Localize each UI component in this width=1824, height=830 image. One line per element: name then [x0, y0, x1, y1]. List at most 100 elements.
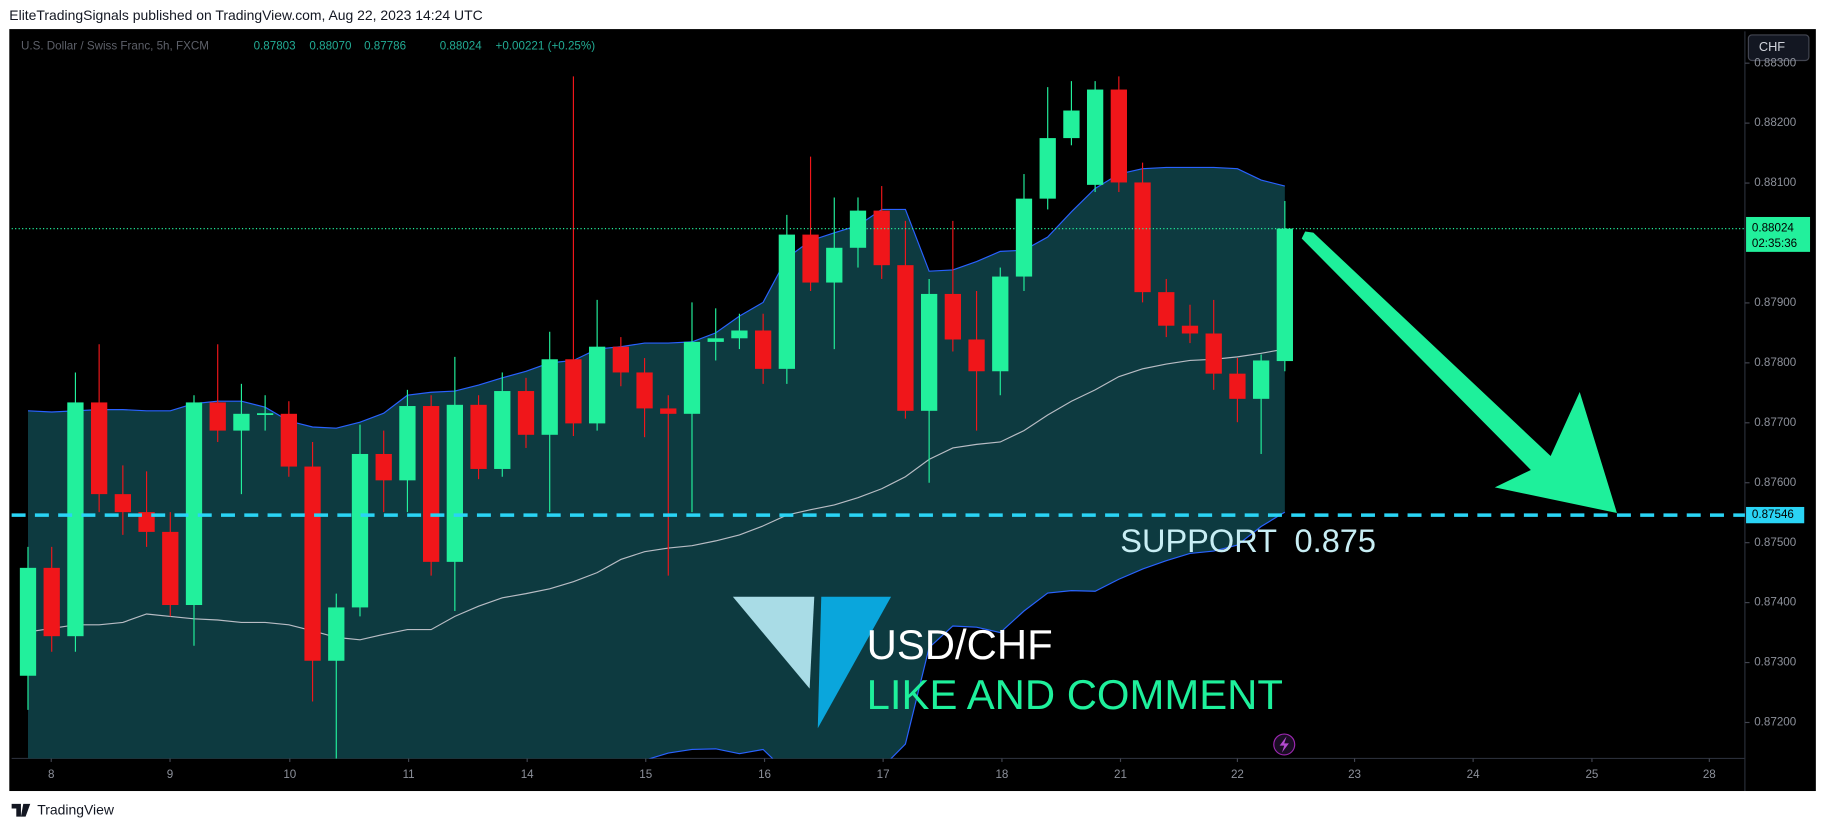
candle-body [778, 234, 795, 369]
y-tick-label: 0.87400 [1754, 596, 1797, 609]
candle-body [304, 466, 321, 661]
candle-body [162, 531, 179, 606]
candle-body [1015, 198, 1033, 277]
x-tick-label: 16 [758, 768, 771, 781]
x-tick-label: 23 [1348, 768, 1361, 781]
candle-body [683, 341, 701, 414]
last-price-label: 0.88024 [1752, 222, 1795, 235]
candle-body [517, 391, 535, 435]
band-basis [27, 348, 1285, 641]
candle-body [826, 247, 843, 283]
candle-body [992, 276, 1009, 372]
y-tick-label: 0.87800 [1754, 356, 1797, 369]
candle-body [849, 210, 867, 248]
arrow [1301, 231, 1617, 514]
candle-body [944, 293, 961, 340]
candle-body [612, 346, 629, 373]
y-tick-label: 0.88200 [1754, 116, 1797, 129]
footer: TradingView [37, 801, 115, 817]
y-tick-label: 0.87500 [1754, 536, 1797, 549]
band-lower [648, 511, 1286, 759]
candle-body [351, 453, 369, 608]
support-label: SUPPORT 0.875 [1120, 523, 1376, 559]
candle-body [256, 413, 274, 416]
candle-body [19, 567, 37, 676]
candle-body [209, 402, 226, 431]
x-tick-label: 17 [877, 768, 890, 781]
ohlc-low: 0.87786 [364, 40, 406, 53]
tv-logo [11, 803, 31, 817]
x-tick-label: 24 [1467, 768, 1480, 781]
plot-area [11, 76, 1745, 759]
x-tick-label: 22 [1231, 768, 1244, 781]
candle-body [873, 210, 890, 266]
candle-body [1181, 325, 1199, 334]
candle-body [636, 372, 653, 409]
ohlc-open: 0.87803 [254, 40, 296, 53]
logo-right [817, 596, 892, 729]
x-tick-label: 15 [639, 768, 652, 781]
candle-body [754, 330, 772, 369]
annotation-pair: USD/CHF [867, 621, 1053, 668]
candle-body [588, 346, 606, 424]
support-price-label: 0.87546 [1752, 508, 1794, 521]
y-tick-label: 0.87600 [1754, 476, 1797, 489]
ohlc-high: 0.88070 [309, 40, 352, 53]
candle-body [541, 359, 558, 435]
x-tick-label: 28 [1703, 768, 1716, 781]
candle-body [660, 408, 677, 414]
candle-body [707, 338, 724, 342]
y-tick-label: 0.87300 [1754, 656, 1797, 669]
candle-body [1039, 138, 1056, 199]
x-tick-label: 14 [521, 768, 534, 781]
annotation-cta: LIKE AND COMMENT [867, 671, 1283, 718]
x-tick-label: 10 [283, 768, 296, 781]
currency-button[interactable] [1747, 34, 1810, 62]
x-tick-label: 18 [995, 768, 1008, 781]
candle-body [1205, 333, 1222, 374]
symbol: U.S. Dollar / Swiss Franc, 5h, FXCM [21, 40, 209, 53]
candle-body [494, 391, 511, 469]
currency-label[interactable]: CHF [1759, 39, 1785, 54]
candle-body [1134, 182, 1151, 293]
candle-body [1086, 89, 1104, 185]
candle-body [968, 339, 985, 372]
last-price-box [1746, 216, 1811, 252]
y-tick-label: 0.88300 [1754, 56, 1797, 69]
candle-body [920, 293, 938, 411]
y-tick-label: 0.87200 [1754, 716, 1797, 729]
candle-body [731, 330, 748, 339]
candle-body [446, 404, 463, 562]
x-tick-label: 9 [167, 768, 173, 781]
overlay [11, 231, 1745, 756]
y-tick-label: 0.87700 [1754, 416, 1797, 429]
candle-body [422, 406, 440, 562]
x-tick-label: 25 [1585, 768, 1598, 781]
x-tick-label: 11 [403, 768, 415, 781]
candle-body [375, 453, 392, 481]
candle-body [1063, 110, 1080, 139]
candle-body [470, 404, 487, 469]
logo-left [732, 596, 815, 689]
candle-body [1110, 89, 1127, 183]
ohlc-close: 0.88024 [440, 40, 483, 53]
candle-body [185, 402, 203, 606]
candle-body [280, 413, 297, 467]
published-line: EliteTradingSignals published on Trading… [9, 7, 482, 23]
lightning-bolt [1279, 736, 1289, 753]
x-tick-label: 21 [1114, 768, 1127, 781]
candle-body [90, 402, 108, 495]
band-upper [27, 166, 1285, 429]
support-price-box [1746, 506, 1805, 524]
y-tick-label: 0.87900 [1754, 296, 1797, 309]
candle-body [897, 265, 914, 411]
candle-body [399, 406, 416, 481]
candle-body [1158, 292, 1175, 326]
candle-body [802, 234, 819, 283]
x-tick-label: 8 [48, 768, 54, 781]
candle-body [1229, 373, 1246, 399]
candle-body [114, 494, 131, 513]
candle-body [1276, 228, 1293, 362]
